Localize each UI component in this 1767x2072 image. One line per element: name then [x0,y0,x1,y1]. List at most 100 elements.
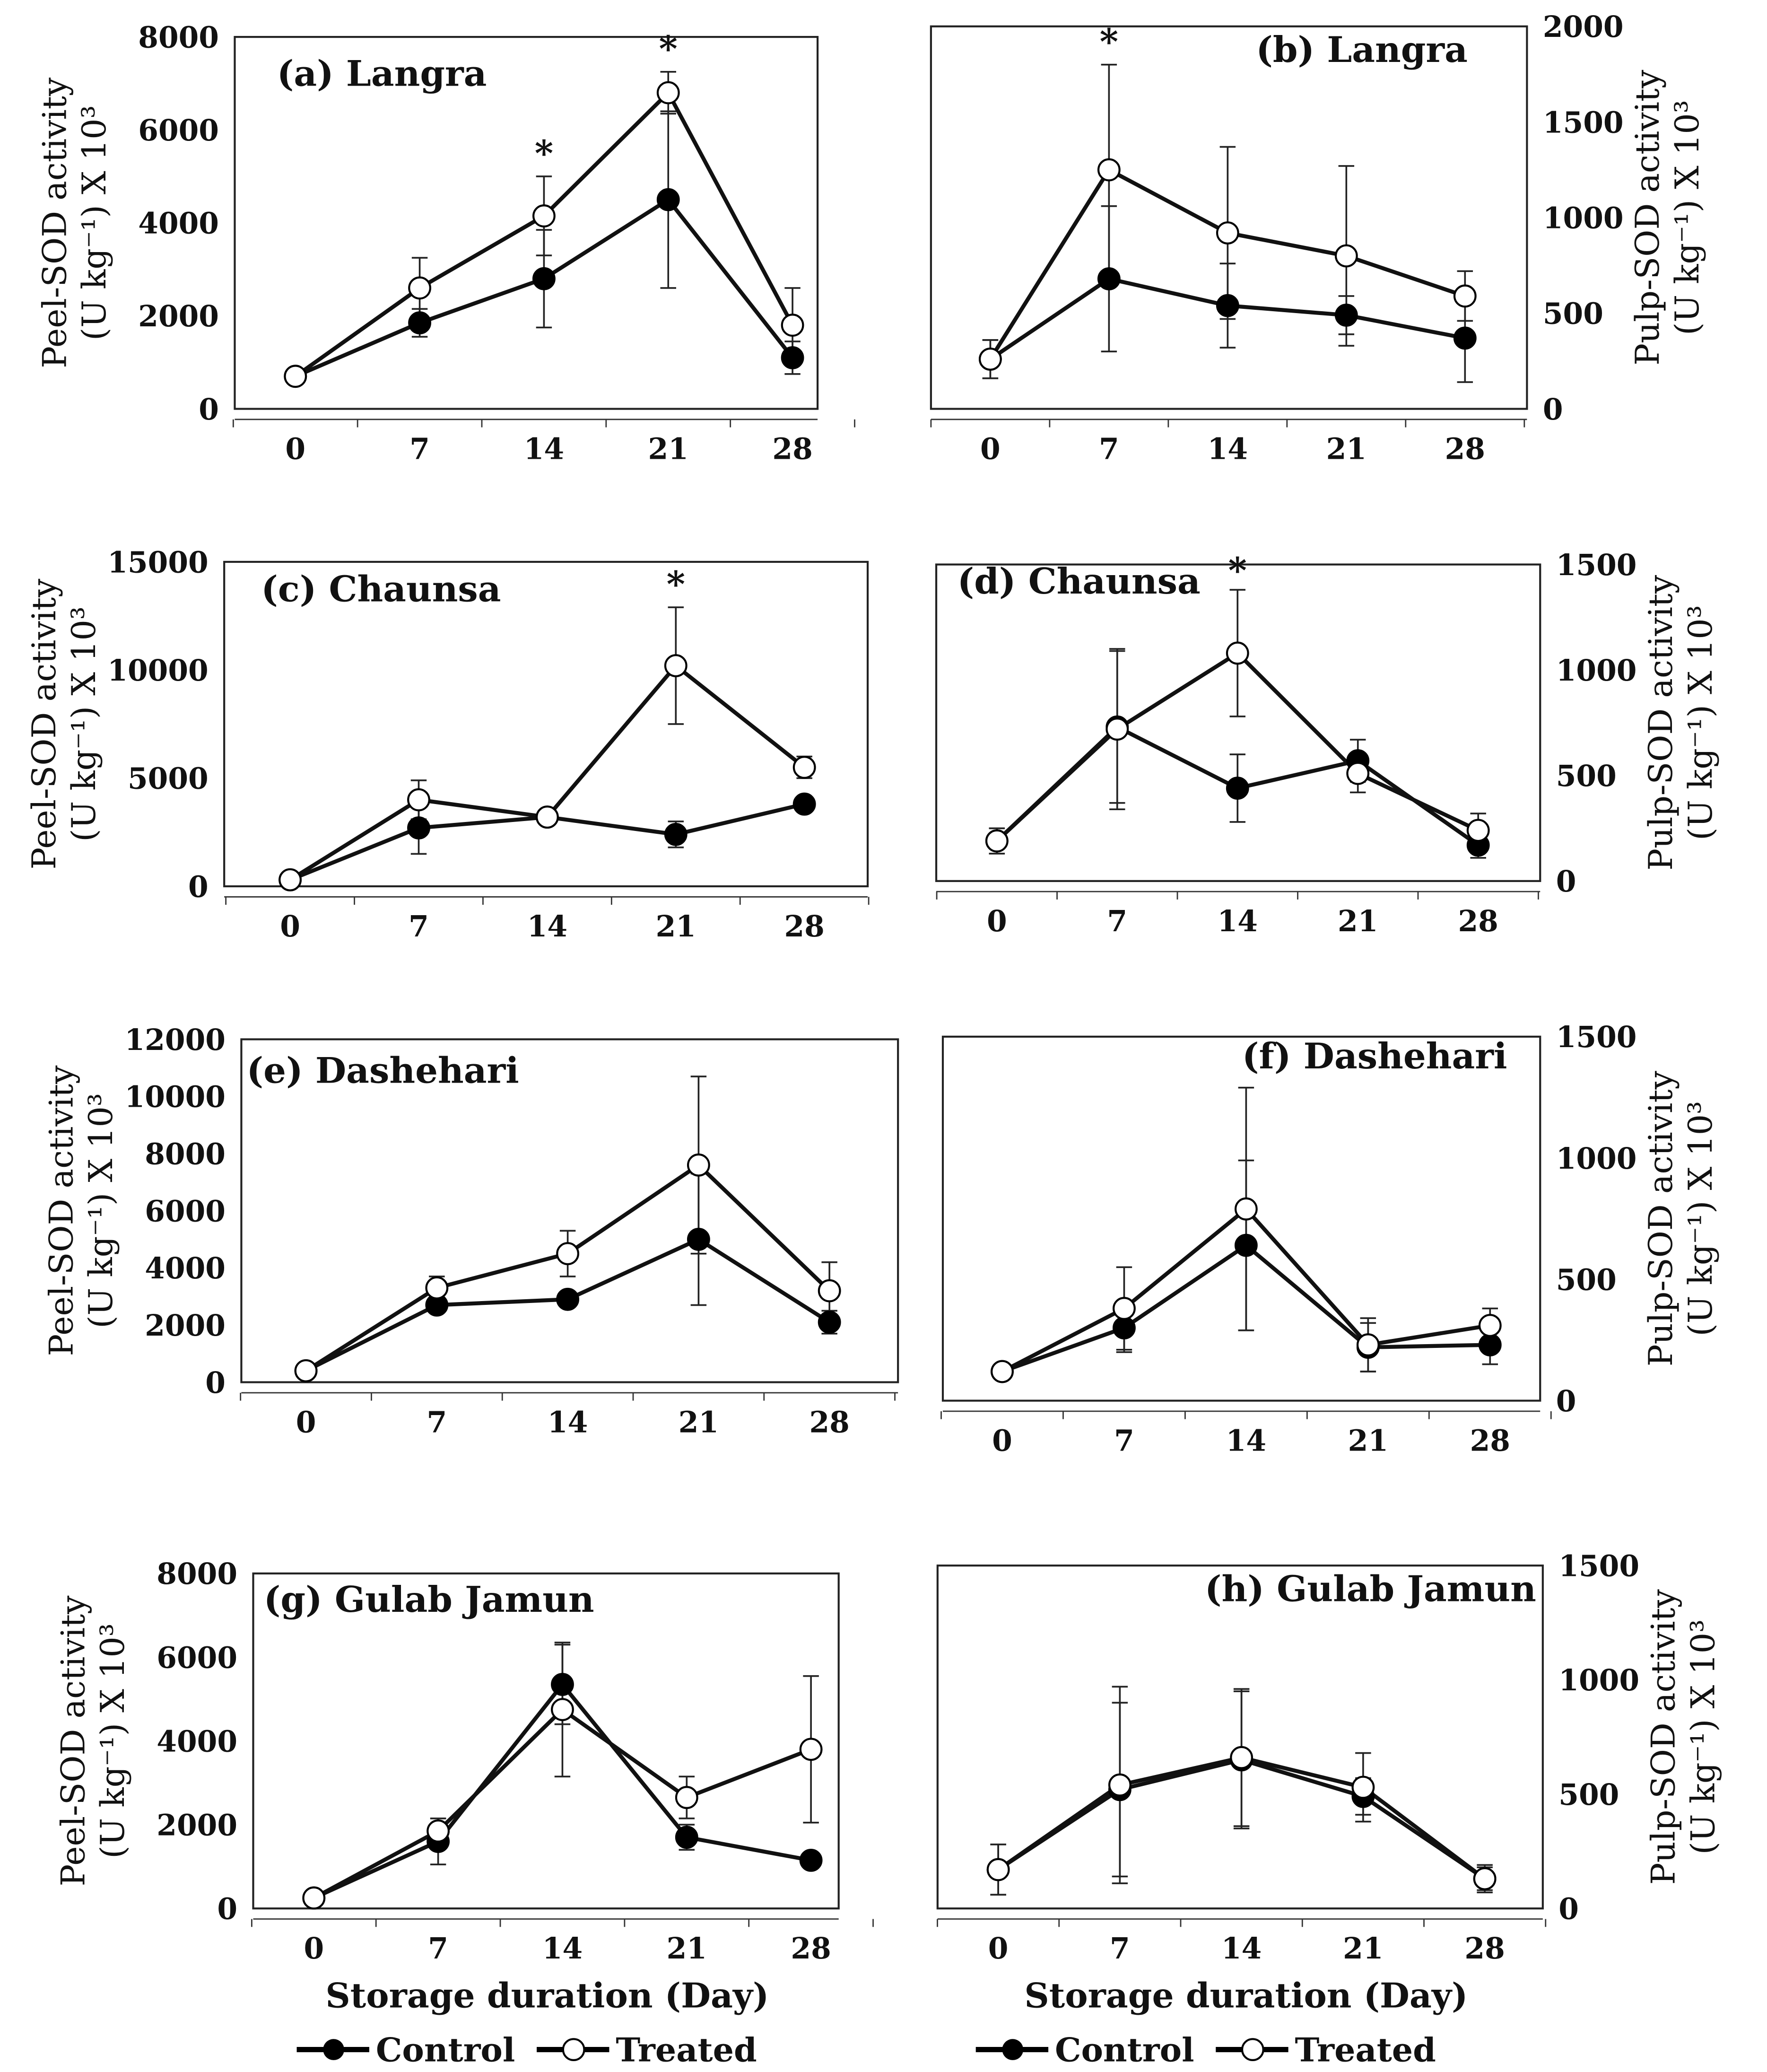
legend-marker-control [1002,2039,1024,2060]
y-tick-label: 2000 [138,299,219,333]
data-point-control [556,1287,580,1311]
x-axis-label: Storage duration (Day) [1024,1976,1468,2016]
y-axis-label: Peel-SOD activity [36,77,74,368]
y-tick-label: 1000 [1558,1663,1639,1697]
data-point-treated [535,805,559,829]
data-point-treated [978,347,1002,371]
y-tick-label: 4000 [138,207,219,241]
legend-label-control: Control [1055,2031,1194,2070]
data-point-control [687,1228,710,1251]
plot-frame [240,1038,899,1383]
y-axis-label: Pulp-SOD activity [1642,1071,1680,1367]
x-tick-label: 0 [980,432,1001,466]
data-point-treated [407,788,430,812]
significance-asterisk: * [1100,20,1118,62]
data-point-treated [687,1153,710,1177]
x-tick-label: 21 [656,909,696,944]
data-point-treated [1216,221,1239,245]
y-axis-unit: (U kg⁻¹) X 10³ [75,105,113,341]
y-tick-label: 8000 [145,1137,226,1171]
series-treated [990,1686,1493,1896]
chart-panel-a: 0 7 14 21 28 0 2000 4000 6000 8000 Peel-SOD activi… [36,20,855,466]
y-tick-label: 1500 [1556,1020,1637,1054]
legend-label-treated: Treated [616,2031,757,2070]
data-point-treated [1478,1314,1502,1337]
y-axis-label: Pulp-SOD activity [1628,70,1667,366]
significance-asterisk: * [659,27,678,70]
y-axis-label: Peel-SOD activity [54,1595,93,1887]
x-tick-label: 7 [1107,904,1127,938]
y-axis-unit: (U kg⁻¹) X 10³ [94,1623,132,1858]
x-tick-label: 28 [1445,432,1485,466]
plot-frame [941,1035,1541,1402]
data-point-treated [1351,1775,1375,1799]
x-tick-label: 28 [1458,904,1498,938]
x-tick-label: 14 [1226,1424,1266,1458]
data-point-control [532,267,556,290]
y-tick-label: 0 [205,1366,226,1400]
x-tick-label: 14 [524,432,564,466]
y-tick-label: 6000 [157,1641,237,1675]
data-point-treated [1097,158,1121,182]
y-tick-label: 0 [188,870,209,904]
panel-title: (a) Langra [277,52,487,94]
data-point-control [664,822,688,846]
y-tick-label: 0 [1558,1892,1579,1926]
data-point-control [675,1826,698,1849]
y-axis-label: Pulp-SOD activity [1645,1589,1683,1885]
data-point-control [1097,267,1121,290]
data-point-control [1216,294,1239,317]
panel-title: (b) Langra [1256,28,1468,70]
legend: Control Treated [296,2031,757,2070]
data-point-treated [551,1698,574,1722]
data-point-treated [675,1786,698,1809]
y-tick-label: 15000 [107,545,208,579]
y-axis-label: Peel-SOD activity [42,1065,80,1356]
y-tick-label: 500 [1556,759,1617,793]
significance-asterisk: * [535,132,553,175]
x-tick-label: 7 [409,909,429,944]
data-point-control [799,1848,823,1872]
y-tick-label: 1500 [1556,548,1637,582]
chart-panel-e: 0 7 14 21 28 0 2000 4000 6000 8000 10000 12000 Peel-… [42,1023,899,1439]
y-tick-label: 12000 [125,1023,226,1057]
y-tick-label: 5000 [128,762,209,796]
x-tick-label: 0 [280,909,300,944]
legend-label-treated: Treated [1295,2031,1436,2070]
x-tick-label: 14 [542,1932,583,1966]
y-tick-label: 10000 [125,1080,226,1114]
data-point-treated [792,756,816,779]
data-point-treated [799,1738,823,1761]
significance-asterisk: * [1228,550,1247,592]
data-point-treated [1113,1297,1136,1320]
legend-marker-control [323,2039,344,2060]
data-point-treated [1105,717,1129,741]
x-tick-label: 14 [527,909,567,944]
data-point-treated [1334,244,1358,268]
data-point-control [1226,777,1249,800]
data-point-treated [427,1819,450,1843]
x-tick-label: 7 [409,432,430,466]
data-point-treated [284,365,307,388]
data-point-control [408,311,431,335]
y-tick-label: 0 [1556,865,1576,899]
x-tick-label: 0 [285,432,305,466]
y-tick-label: 1500 [1543,105,1624,140]
y-tick-label: 10000 [107,654,208,688]
x-tick-label: 7 [427,1405,447,1439]
y-tick-label: 500 [1558,1778,1619,1812]
y-tick-label: 2000 [145,1309,226,1343]
panel-title: (f) Dashehari [1242,1035,1507,1077]
data-point-control [1334,303,1358,327]
y-tick-label: 6000 [138,114,219,148]
x-tick-label: 21 [679,1405,719,1439]
data-point-control [407,816,430,839]
x-tick-label: 14 [1221,1932,1262,1966]
y-axis-unit: (U kg⁻¹) X 10³ [1681,1101,1720,1336]
data-point-control [792,792,816,816]
x-tick-label: 14 [548,1405,588,1439]
